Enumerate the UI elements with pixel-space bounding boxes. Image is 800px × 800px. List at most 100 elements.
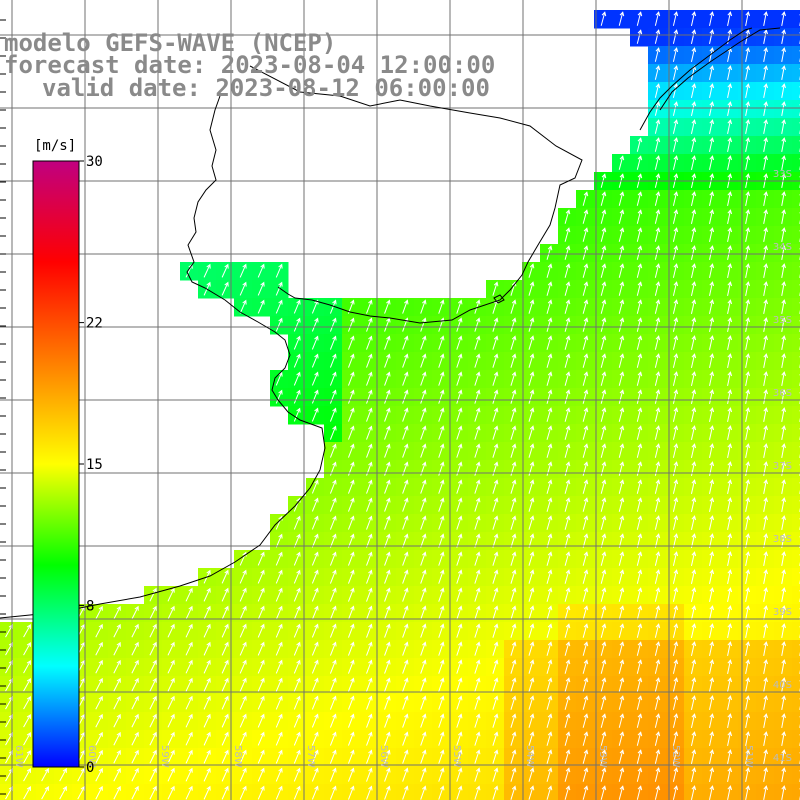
wind-arrow <box>384 677 391 692</box>
wind-arrow <box>690 371 697 386</box>
wind-arrow <box>690 785 697 800</box>
wind-arrow <box>185 659 193 674</box>
wind-arrow <box>293 353 301 368</box>
wind-arrow <box>347 677 355 692</box>
wind-arrow <box>384 353 391 368</box>
wind-arrow <box>293 695 301 710</box>
wind-arrow <box>113 605 121 620</box>
wind-arrow <box>347 695 355 710</box>
wind-arrow <box>149 623 157 638</box>
wind-arrow <box>564 479 571 494</box>
wind-arrow <box>366 695 373 710</box>
wind-arrow <box>727 299 733 314</box>
wind-arrow <box>456 497 463 512</box>
wind-arrow <box>745 677 751 692</box>
wind-arrow <box>582 245 589 260</box>
wind-arrow <box>690 623 697 638</box>
wind-arrow <box>564 353 571 368</box>
wind-arrow <box>654 695 661 710</box>
wind-arrow <box>690 497 697 512</box>
latitude-label: 33S <box>773 169 792 180</box>
wind-arrow <box>420 677 427 692</box>
wind-arrow <box>402 587 409 602</box>
wind-arrow <box>618 425 625 440</box>
wind-arrow <box>727 425 733 440</box>
wind-arrow <box>763 11 769 26</box>
wind-arrow <box>690 695 697 710</box>
wind-arrow <box>384 767 391 782</box>
wind-arrow <box>690 11 697 26</box>
wind-arrow <box>654 209 661 224</box>
wind-arrow <box>366 425 373 440</box>
wind-arrow <box>221 263 229 278</box>
wind-arrow <box>763 101 769 116</box>
wind-arrow <box>546 587 553 602</box>
wind-arrow <box>564 281 571 296</box>
wind-arrow <box>528 623 535 638</box>
wind-arrow <box>167 659 175 674</box>
wind-arrow <box>474 767 481 782</box>
wind-arrow <box>420 479 427 494</box>
wind-arrow <box>582 749 589 764</box>
wind-arrow <box>546 317 553 332</box>
wind-arrow <box>727 137 733 152</box>
wind-arrow <box>763 389 769 404</box>
wind-arrow <box>727 731 733 746</box>
wind-arrow <box>275 371 283 386</box>
wind-arrow <box>672 11 679 26</box>
wind-arrow <box>727 551 733 566</box>
wind-arrow <box>456 767 463 782</box>
wind-arrow <box>420 317 427 332</box>
wind-arrow <box>618 335 625 350</box>
wind-arrow <box>763 785 769 800</box>
wind-arrow <box>564 551 571 566</box>
wind-arrow <box>763 551 769 566</box>
wind-arrow <box>781 209 786 224</box>
wind-arrow <box>709 101 715 116</box>
wind-arrow <box>546 605 553 620</box>
wind-cell <box>792 100 800 119</box>
wind-arrow <box>438 749 445 764</box>
wind-arrow <box>347 353 355 368</box>
wind-arrow <box>564 425 571 440</box>
wind-arrow <box>293 299 301 314</box>
wind-arrow <box>167 677 175 692</box>
wind-arrow <box>329 299 337 314</box>
wind-arrow <box>420 695 427 710</box>
wind-arrow <box>510 533 517 548</box>
wind-arrow <box>618 245 625 260</box>
wind-arrow <box>600 353 607 368</box>
wind-arrow <box>257 713 265 728</box>
wind-arrow <box>420 299 427 314</box>
wind-arrow <box>709 155 715 170</box>
wind-arrow <box>600 659 607 674</box>
wind-arrow <box>474 605 481 620</box>
wind-arrow <box>311 317 319 332</box>
wind-arrow <box>402 443 409 458</box>
wind-arrow <box>510 767 517 782</box>
wind-arrow <box>293 659 301 674</box>
wind-arrow <box>546 677 553 692</box>
wind-arrow <box>311 785 319 800</box>
wind-arrow <box>510 407 517 422</box>
wind-arrow <box>456 659 463 674</box>
wind-arrow <box>618 281 625 296</box>
wind-arrow <box>456 677 463 692</box>
wind-arrow <box>221 713 229 728</box>
wind-arrow <box>366 749 373 764</box>
wind-arrow <box>185 677 193 692</box>
wind-arrow <box>510 389 517 404</box>
wind-arrow <box>492 317 499 332</box>
wind-arrow <box>781 389 786 404</box>
wind-arrow <box>727 407 733 422</box>
wind-arrow <box>239 569 247 584</box>
wind-arrow <box>654 713 661 728</box>
wind-arrow <box>420 389 427 404</box>
wind-arrow <box>745 245 751 260</box>
wind-arrow <box>636 299 643 314</box>
wind-arrow <box>366 641 373 656</box>
wind-arrow <box>293 407 301 422</box>
wind-arrow <box>420 407 427 422</box>
wind-arrow <box>528 713 535 728</box>
wind-arrow <box>420 569 427 584</box>
